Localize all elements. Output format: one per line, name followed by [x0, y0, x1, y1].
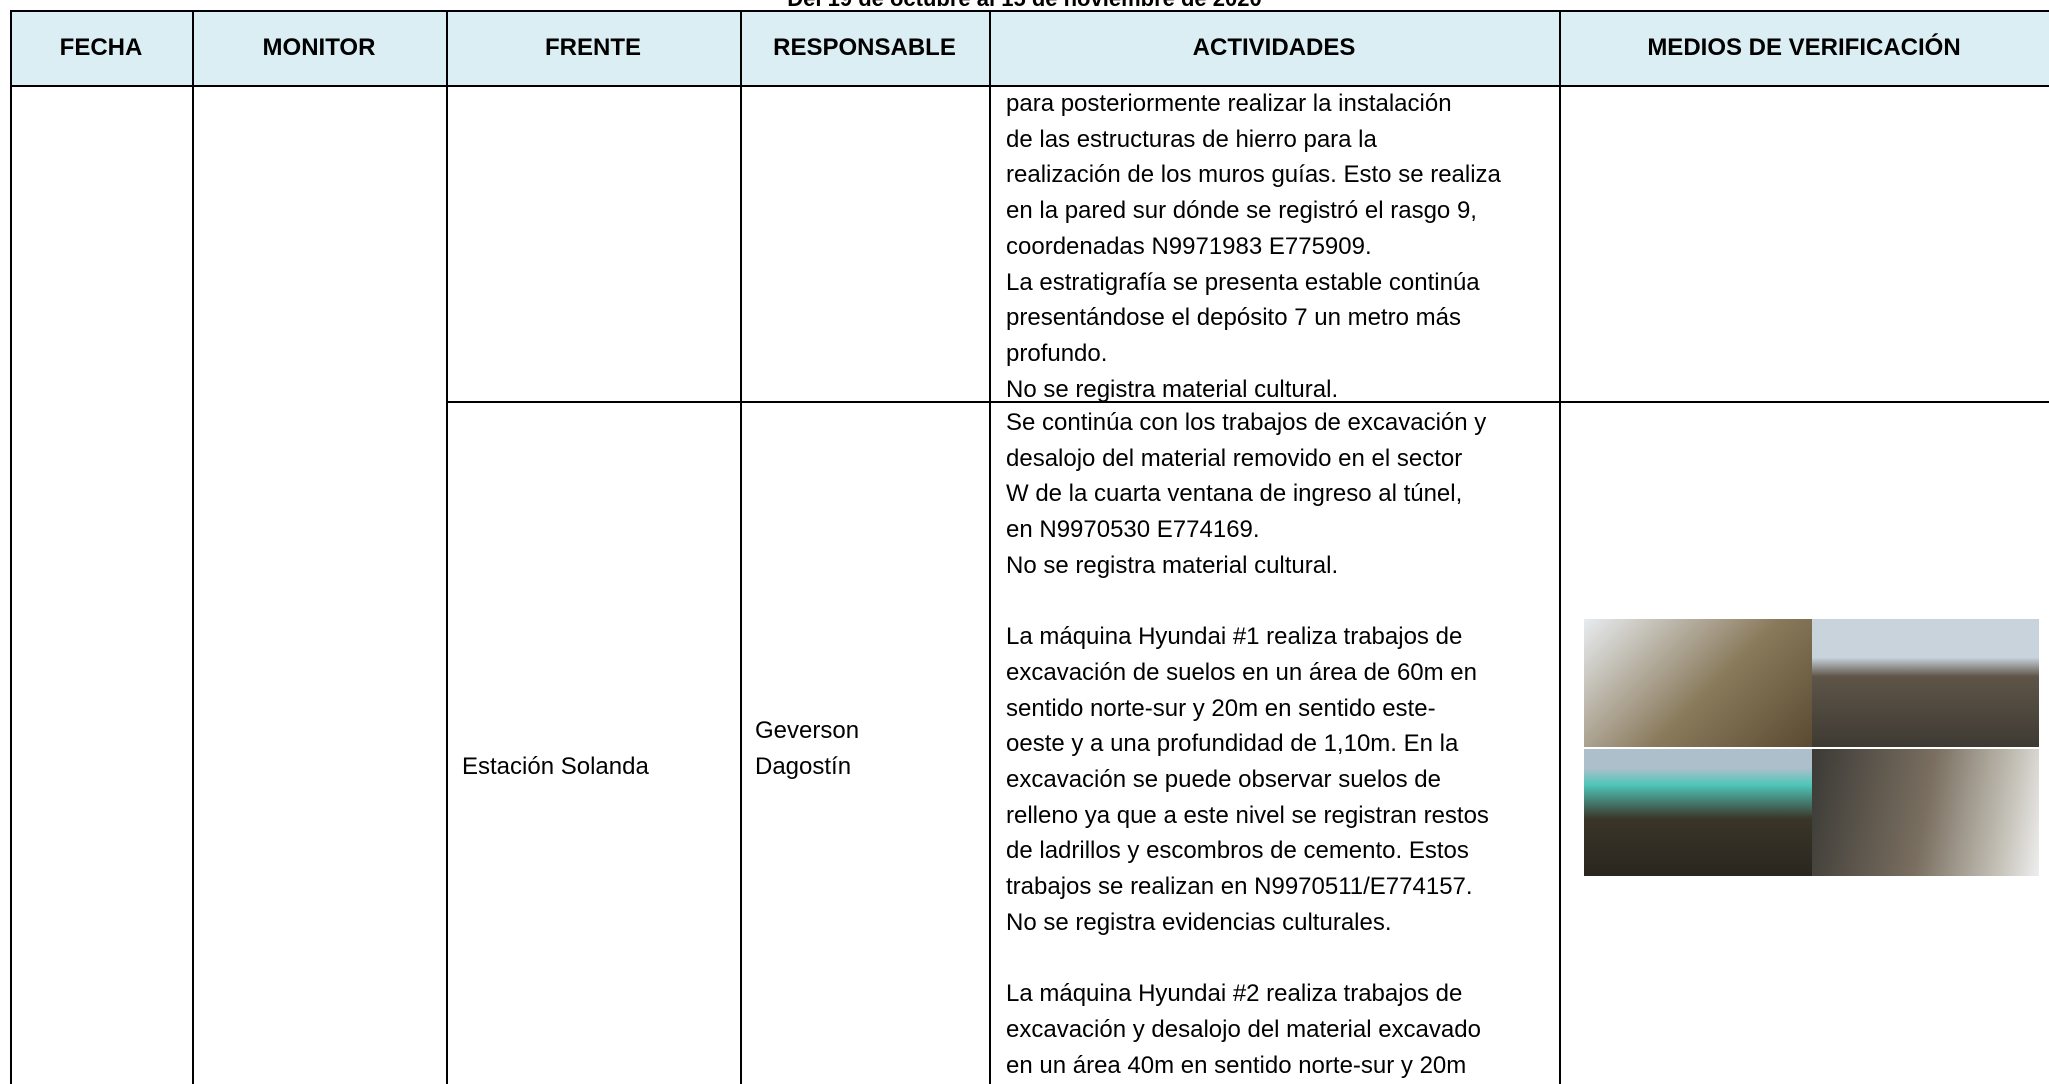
border	[10, 10, 12, 1084]
activity-line: para posteriormente realizar la instalac…	[1006, 90, 1452, 117]
activity-line: desalojo del material removido en el sec…	[1006, 444, 1463, 472]
activity-line: Se continúa con los trabajos de excavaci…	[1006, 409, 1487, 436]
column-header: RESPONSABLE	[773, 33, 956, 61]
border	[740, 10, 742, 1084]
activity-line: de las estructuras de hierro para la	[1006, 125, 1377, 153]
photo	[1812, 619, 2039, 747]
title: Del 19 de octubre al 15 de noviembre de …	[0, 0, 2049, 12]
activity-line: La máquina Hyundai #1 realiza trabajos d…	[1006, 623, 1463, 651]
activity-line: La estratigrafía se presenta estable con…	[1006, 268, 1480, 296]
column-header: ACTIVIDADES	[1192, 33, 1356, 61]
activity-line: en un área 40m en sentido norte-sur y 20…	[1006, 1051, 1467, 1079]
activity-line: relleno ya que a este nivel se registran…	[1006, 801, 1489, 829]
activity-line: en N9970530 E774169.	[1006, 516, 1260, 544]
border	[192, 10, 194, 1084]
column-header: MONITOR	[262, 33, 376, 61]
border	[10, 10, 2049, 12]
activity-line: La máquina Hyundai #2 realiza trabajos d…	[1006, 980, 1463, 1008]
column-header: FRENTE	[545, 33, 641, 61]
border	[989, 10, 991, 1084]
activity-line: profundo.	[1006, 339, 1108, 367]
border	[446, 401, 2049, 403]
activity-line: excavación y desalojo del material excav…	[1006, 1015, 1481, 1043]
column-header: FECHA	[59, 33, 143, 61]
activity-line: No se registra evidencias culturales.	[1006, 908, 1392, 936]
photo	[1584, 749, 1812, 876]
header-bg	[10, 10, 2049, 85]
border	[446, 10, 448, 1084]
photo	[1584, 619, 1812, 747]
frente: Estación Solanda	[462, 753, 649, 780]
activity-line: en la pared sur dónde se registró el ras…	[1006, 197, 1477, 225]
responsable: Dagostín	[755, 752, 852, 780]
photo	[1812, 749, 2039, 876]
responsable: Geverson	[755, 717, 860, 744]
activity-line: trabajos se realizan en N9970511/E774157…	[1006, 873, 1473, 901]
activity-line: de ladrillos y escombros de cemento. Est…	[1006, 837, 1469, 865]
activity-line: W de la cuarta ventana de ingreso al tún…	[1006, 480, 1463, 508]
activity-line: No se registra material cultural.	[1006, 375, 1339, 403]
activity-line: No se registra material cultural.	[1006, 551, 1339, 579]
activity-line: realización de los muros guías. Esto se …	[1006, 161, 1501, 189]
activity-line: excavación de suelos en un área de 60m e…	[1006, 658, 1477, 686]
column-header: MEDIOS DE VERIFICACIÓN	[1647, 33, 1961, 61]
activity-line: presentándose el depósito 7 un metro más	[1006, 304, 1461, 332]
activity-line: coordenadas N9971983 E775909.	[1006, 232, 1372, 260]
activity-line: oeste y a una profundidad de 1,10m. En l…	[1006, 730, 1459, 758]
border	[10, 85, 2049, 87]
activity-line: sentido norte-sur y 20m en sentido este-	[1006, 694, 1436, 722]
border	[1559, 10, 1561, 1084]
activity-line: excavación se puede observar suelos de	[1006, 766, 1441, 793]
